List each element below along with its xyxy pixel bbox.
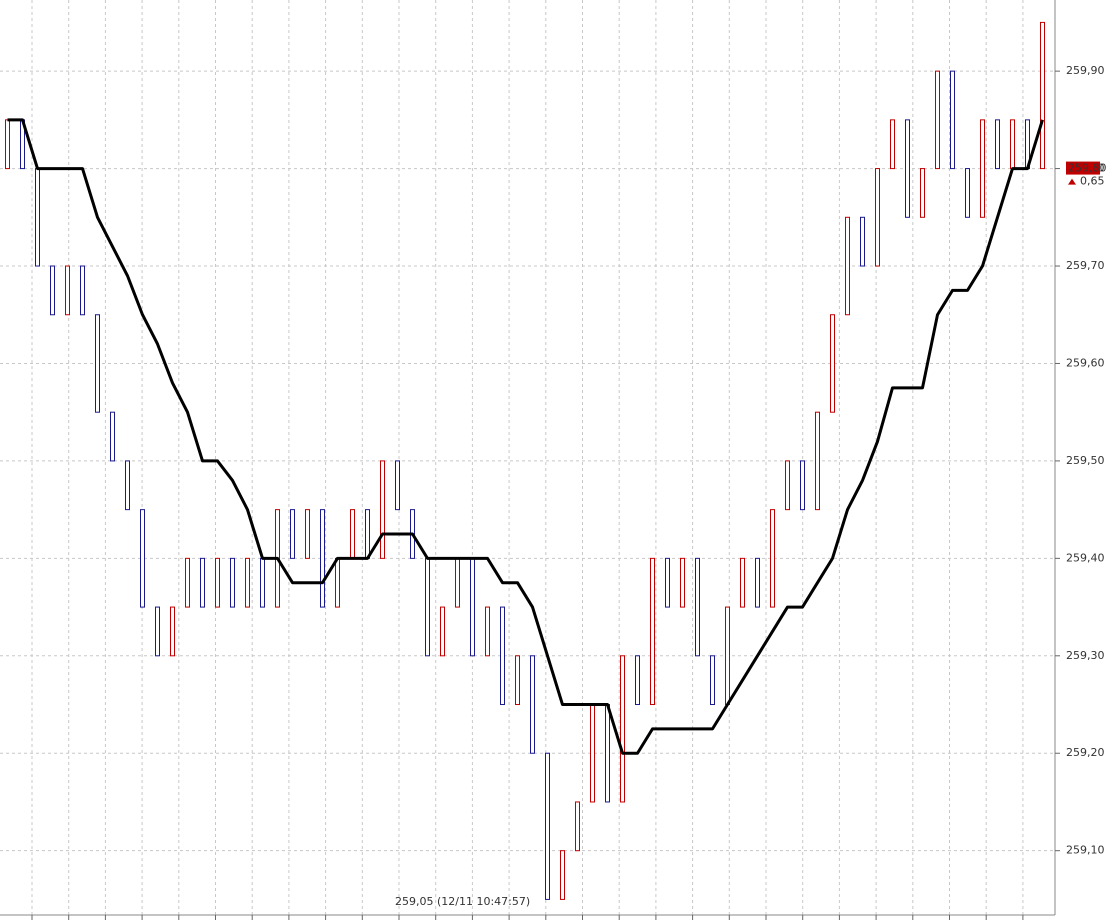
candle xyxy=(170,606,175,657)
candle xyxy=(365,509,370,559)
candle xyxy=(455,557,460,608)
candle xyxy=(995,119,1000,170)
candle xyxy=(635,655,640,706)
candle xyxy=(260,557,265,608)
candle xyxy=(680,557,685,608)
candle xyxy=(890,119,895,170)
candle xyxy=(965,168,970,218)
candle xyxy=(350,509,355,559)
candle xyxy=(530,655,535,754)
y-tick-label: 259,60 xyxy=(1066,356,1105,369)
candle xyxy=(935,70,940,170)
candle xyxy=(380,460,385,559)
y-tick-label: 259,20 xyxy=(1066,746,1105,759)
candle xyxy=(620,655,625,803)
candle xyxy=(155,606,160,657)
candle xyxy=(920,168,925,218)
candle xyxy=(185,557,190,608)
candle xyxy=(875,168,880,267)
candle xyxy=(695,557,700,657)
candle xyxy=(500,606,505,706)
candle xyxy=(230,557,235,608)
candle xyxy=(980,119,985,218)
candle xyxy=(650,557,655,706)
candle xyxy=(245,557,250,608)
moving-line xyxy=(7,118,1044,755)
candle xyxy=(65,265,70,316)
candle xyxy=(575,801,580,852)
candle xyxy=(740,557,745,608)
candle xyxy=(665,557,670,608)
last-price-box xyxy=(1066,161,1100,175)
candle xyxy=(95,314,100,413)
candle xyxy=(845,216,850,316)
candle xyxy=(1040,21,1045,170)
candle xyxy=(35,168,40,267)
candle xyxy=(830,314,835,413)
candle xyxy=(320,509,325,608)
candle xyxy=(770,509,775,608)
candle xyxy=(110,411,115,462)
low-annotation: 259,05 (12/11 10:47:57) xyxy=(395,895,530,908)
y-tick-label: 259,70 xyxy=(1066,259,1105,272)
change-arrow xyxy=(1068,178,1076,185)
candle xyxy=(905,119,910,218)
candle xyxy=(1010,119,1015,170)
candle xyxy=(440,606,445,657)
candle xyxy=(815,411,820,511)
candle xyxy=(800,460,805,511)
candle xyxy=(590,704,595,803)
candle xyxy=(425,557,430,657)
change-label: 0,65 xyxy=(1080,175,1105,188)
y-tick-label: 259,50 xyxy=(1066,454,1105,467)
candle xyxy=(515,655,520,706)
candle xyxy=(395,460,400,511)
candle xyxy=(725,606,730,706)
y-tick-label: 259,30 xyxy=(1066,649,1105,662)
candle xyxy=(125,460,130,511)
y-tick-label: 259,10 xyxy=(1066,844,1105,857)
candle xyxy=(785,460,790,511)
candle xyxy=(470,557,475,657)
candle xyxy=(215,557,220,608)
candle xyxy=(290,509,295,559)
y-tick-label: 259,40 xyxy=(1066,551,1105,564)
candle xyxy=(605,704,610,803)
candle xyxy=(305,509,310,559)
candle xyxy=(710,655,715,706)
candle xyxy=(5,119,10,170)
candle xyxy=(755,557,760,608)
vertical-grid xyxy=(31,0,1024,915)
candle xyxy=(545,752,550,900)
candle xyxy=(50,265,55,316)
last-price-label: 259,80 xyxy=(1068,162,1107,175)
candle xyxy=(335,557,340,608)
candle xyxy=(860,216,865,267)
candle xyxy=(485,606,490,657)
candle xyxy=(140,509,145,608)
candle xyxy=(950,70,955,170)
candle xyxy=(200,557,205,608)
y-tick-label: 259,90 xyxy=(1066,64,1105,77)
candle xyxy=(560,850,565,900)
candle xyxy=(80,265,85,316)
